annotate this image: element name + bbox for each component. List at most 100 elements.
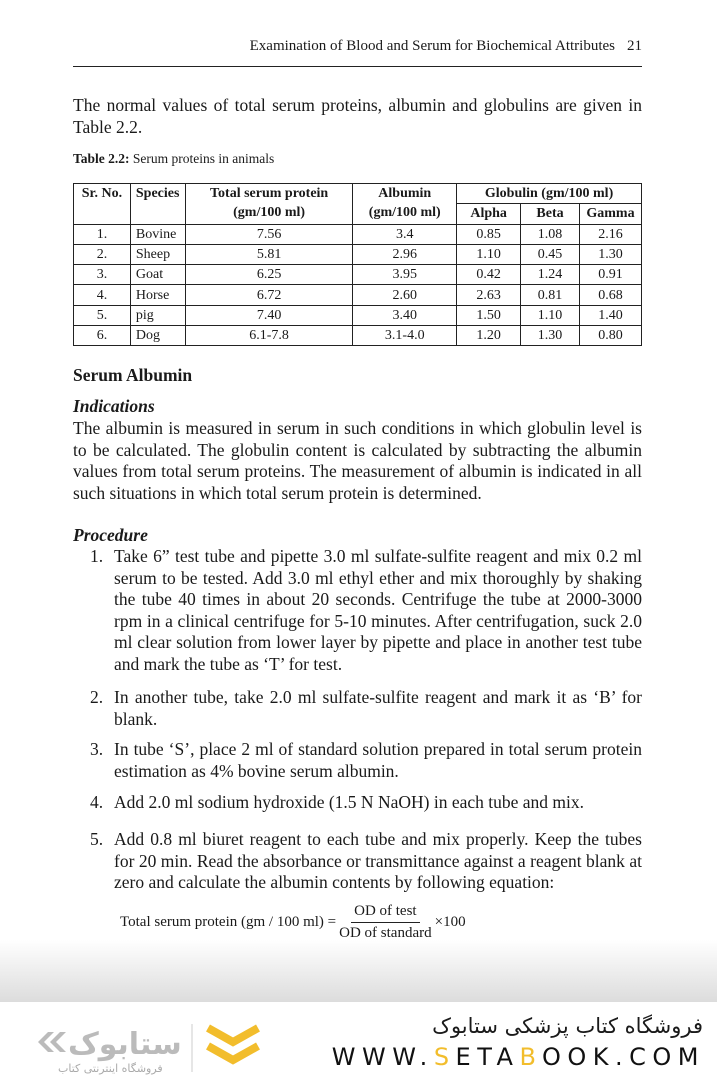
page-number: 21 <box>627 38 642 54</box>
formula-denominator: OD of standard <box>339 925 432 941</box>
indications-text: The albumin is measured in serum in such… <box>73 418 642 503</box>
table-cell: 1.30 <box>578 243 643 266</box>
setabook-logo: ستابوک فروشگاه اینترنتی کتاب <box>38 1024 260 1075</box>
table-row: 1. Bovine 7.56 3.4 0.85 1.08 2.16 <box>73 223 643 245</box>
table-cell: 1.30 <box>520 325 580 347</box>
table-cell: 7.40 <box>184 304 354 327</box>
header-sr-no: Sr. No. <box>73 183 131 225</box>
table-cell: 3.1-4.0 <box>352 325 458 347</box>
running-title: Examination of Blood and Serum for Bioch… <box>249 38 615 54</box>
header-globulin: Globulin (gm/100 ml) <box>456 182 642 205</box>
table-cell: 0.45 <box>520 243 580 266</box>
table-cell: 0.68 <box>578 284 643 306</box>
page-shadow <box>0 940 717 1002</box>
table-cell: Sheep <box>129 243 186 266</box>
procedure-step: 5. Add 0.8 ml biuret reagent to each tube… <box>90 829 642 894</box>
step-number: 2. <box>90 687 104 707</box>
table-cell: 5. <box>73 304 131 327</box>
table-cell: 1.10 <box>456 243 522 266</box>
caption-text: Serum proteins in animals <box>129 151 275 166</box>
url-part: S <box>433 1043 456 1071</box>
step-number: 1. <box>90 546 104 566</box>
step-number: 3. <box>90 739 104 759</box>
formula-fraction: OD of test OD of standard <box>339 903 431 942</box>
table-row: 2. Sheep 5.81 2.96 1.10 0.45 1.30 <box>73 243 643 266</box>
formula-lhs: Total serum protein (gm / 100 ml) = <box>120 914 337 930</box>
table-cell: Horse <box>129 284 186 306</box>
table-cell: 1.24 <box>520 264 580 286</box>
step-text: Add 2.0 ml sodium hydroxide (1.5 N NaOH)… <box>114 792 584 812</box>
table-row: 5. pig 7.40 3.40 1.50 1.10 1.40 <box>73 304 643 327</box>
table-caption: Table 2.2: Serum proteins in animals <box>73 151 274 167</box>
step-number: 4. <box>90 792 104 812</box>
store-url[interactable]: WWW.SETABOOK.COM <box>332 1043 705 1071</box>
store-banner <box>0 1002 717 1080</box>
table-cell: pig <box>129 304 186 327</box>
header-albumin: Albumin (gm/100 ml) <box>352 183 458 225</box>
running-header: Examination of Blood and Serum for Bioch… <box>73 38 642 55</box>
table-cell: 0.85 <box>456 223 522 245</box>
url-part: WWW. <box>331 1043 434 1071</box>
procedure-step: 4. Add 2.0 ml sodium hydroxide (1.5 N NaO… <box>90 792 642 814</box>
url-part: B <box>519 1043 542 1071</box>
table-cell: 1. <box>73 223 131 245</box>
svg-text:فروشگاه اینترنتی کتاب: فروشگاه اینترنتی کتاب <box>58 1062 163 1075</box>
table-cell: 2.16 <box>578 223 643 245</box>
table-cell: Bovine <box>129 223 186 245</box>
step-text: In another tube, take 2.0 ml sulfate-sul… <box>114 687 642 729</box>
svg-text:ستابوک: ستابوک <box>68 1027 182 1062</box>
step-text: In tube ‘S’, place 2 ml of standard solu… <box>114 739 642 781</box>
step-text: Take 6” test tube and pipette 3.0 ml sul… <box>114 546 642 674</box>
header-rule <box>73 66 642 67</box>
header-beta: Beta <box>520 203 580 225</box>
table-row: 6. Dog 6.1-7.8 3.1-4.0 1.20 1.30 0.80 <box>73 325 643 347</box>
table-cell: 3.4 <box>352 223 458 245</box>
albumin-formula: Total serum protein (gm / 100 ml) = OD o… <box>120 903 466 942</box>
section-title: Serum Albumin <box>73 365 193 385</box>
table-cell: 7.56 <box>184 223 354 245</box>
table-cell: 2.96 <box>352 243 458 266</box>
table-cell: 5.81 <box>184 243 354 266</box>
table-row: 4. Horse 6.72 2.60 2.63 0.81 0.68 <box>73 284 643 306</box>
header-species: Species <box>129 183 186 225</box>
table-cell: 2.60 <box>352 284 458 306</box>
table-cell: 3.95 <box>352 264 458 286</box>
table-cell: 3.40 <box>352 304 458 327</box>
header-gamma: Gamma <box>578 203 643 225</box>
step-text: Add 0.8 ml biuret reagent to each tube a… <box>114 829 642 892</box>
formula-multiplier: ×100 <box>434 914 466 930</box>
header-total: Total serum protein (gm/100 ml) <box>184 183 354 225</box>
url-part: OOK.COM <box>541 1043 705 1071</box>
indications-title: Indications <box>73 396 155 416</box>
table-cell: 2.63 <box>456 284 522 306</box>
intro-paragraph: The normal values of total serum protein… <box>73 95 642 137</box>
table-cell: 2. <box>73 243 131 266</box>
table-cell: 1.50 <box>456 304 522 327</box>
table-cell: 6.72 <box>184 284 354 306</box>
formula-numerator: OD of test <box>351 903 420 923</box>
procedure-title: Procedure <box>73 525 148 545</box>
url-part: ETA <box>455 1043 520 1071</box>
table-cell: 0.91 <box>578 264 643 286</box>
store-name: فروشگاه کتاب پزشکی ستابوک <box>432 1014 703 1038</box>
table-cell: 0.80 <box>578 325 643 347</box>
table-cell: 6.25 <box>184 264 354 286</box>
table-cell: 1.10 <box>520 304 580 327</box>
table-cell: 1.08 <box>520 223 580 245</box>
table-cell: 4. <box>73 284 131 306</box>
step-number: 5. <box>90 829 104 849</box>
procedure-step: 2. In another tube, take 2.0 ml sulfate-s… <box>90 687 642 730</box>
table-cell: 0.42 <box>456 264 522 286</box>
table-cell: 3. <box>73 264 131 286</box>
header-alpha: Alpha <box>456 203 522 225</box>
table-row: 3. Goat 6.25 3.95 0.42 1.24 0.91 <box>73 264 643 286</box>
table-cell: 6.1-7.8 <box>184 325 354 347</box>
table-cell: 0.81 <box>520 284 580 306</box>
table-cell: 6. <box>73 325 131 347</box>
procedure-step: 1. Take 6” test tube and pipette 3.0 ml s… <box>90 546 642 675</box>
table-cell: 1.20 <box>456 325 522 347</box>
table-cell: 1.40 <box>578 304 643 327</box>
table-cell: Dog <box>129 325 186 347</box>
procedure-step: 3. In tube ‘S’, place 2 ml of standard so… <box>90 739 642 782</box>
serum-proteins-table: Sr. No. Species Total serum protein (gm/10… <box>73 182 643 347</box>
